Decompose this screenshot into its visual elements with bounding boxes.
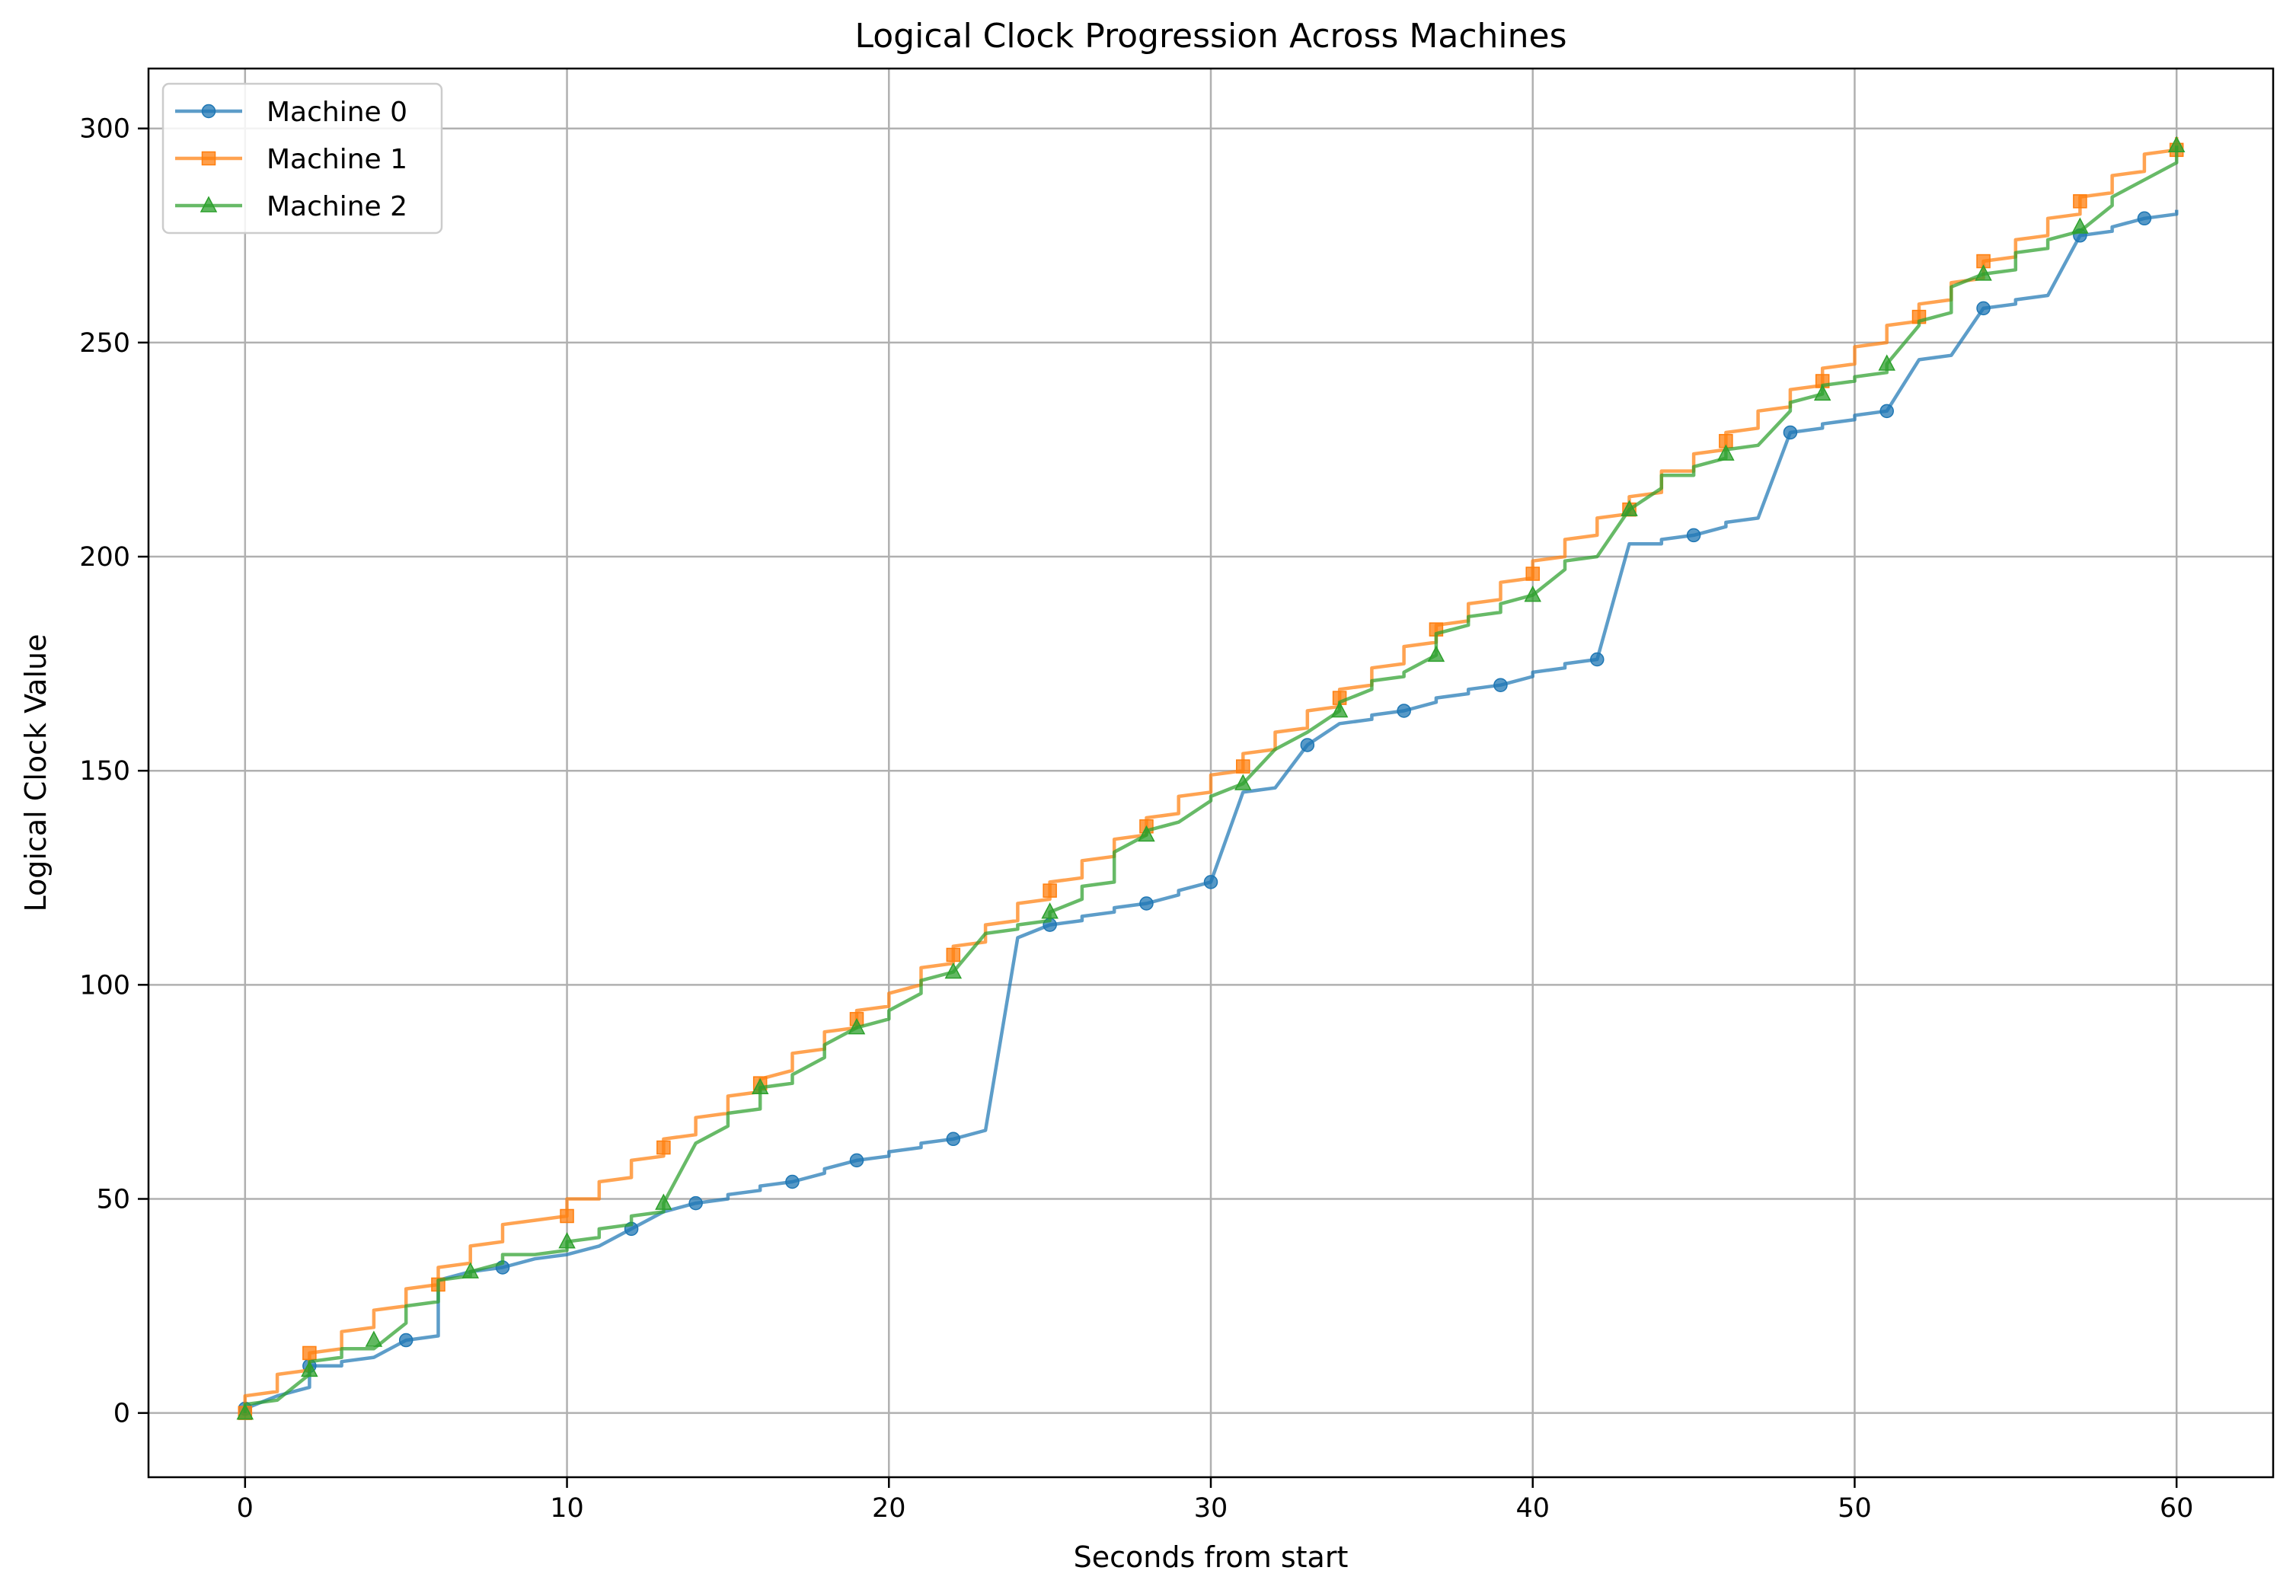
x-tick-label: 20 [872, 1493, 906, 1524]
data-point [2137, 211, 2152, 226]
legend-marker [200, 196, 218, 212]
data-point [365, 1330, 383, 1347]
data-point [849, 1153, 864, 1168]
data-point [1300, 738, 1315, 752]
data-point [301, 1360, 318, 1377]
y-tick-label: 100 [79, 970, 130, 1001]
data-point [1813, 384, 1831, 401]
legend-item: Machine 0 [175, 97, 407, 128]
y-axis-label: Logical Clock Value [19, 634, 53, 912]
data-point [1041, 902, 1059, 919]
data-point [785, 1174, 800, 1189]
data-point [1783, 425, 1798, 440]
series-line [243, 137, 2179, 1413]
data-point [1236, 759, 1250, 774]
data-point [1493, 678, 1508, 692]
data-point [558, 1232, 576, 1249]
series-line [244, 209, 2179, 1411]
x-tick-label: 0 [237, 1493, 254, 1524]
data-point [1138, 825, 1155, 842]
data-point [946, 1132, 961, 1147]
data-point [656, 1140, 671, 1155]
data-point [461, 1262, 479, 1278]
data-point [1234, 774, 1252, 790]
data-point [1330, 701, 1349, 718]
chart-title: Logical Clock Progression Across Machine… [855, 17, 1567, 56]
data-point [1427, 645, 1445, 662]
data-point [1043, 883, 1057, 898]
x-tick-label: 50 [1838, 1493, 1872, 1524]
data-point [1590, 652, 1605, 667]
grid [148, 69, 2273, 1477]
y-tick-label: 0 [113, 1399, 130, 1429]
data-point [1203, 875, 1218, 889]
data-point [1621, 500, 1638, 516]
data-point [946, 947, 961, 962]
data-point [1975, 264, 1992, 281]
legend-item: Machine 1 [175, 144, 407, 175]
data-point [302, 1345, 317, 1361]
legend-item: Machine 2 [175, 191, 407, 222]
data-point [1397, 704, 1411, 718]
data-point [848, 1017, 866, 1035]
data-point [2167, 136, 2186, 152]
data-point [944, 962, 963, 979]
data-point [1525, 567, 1540, 581]
data-point [751, 1077, 769, 1095]
legend: Machine 0 Machine 1 Machine 2 [161, 82, 443, 235]
x-tick-label: 40 [1515, 1493, 1550, 1524]
legend-marker [201, 104, 216, 119]
legend-label: Machine 2 [267, 191, 407, 222]
data-point [398, 1333, 414, 1348]
legend-marker [201, 151, 216, 166]
y-tick-label: 250 [79, 328, 130, 359]
x-tick-label: 60 [2160, 1493, 2194, 1524]
data-point [1976, 301, 1991, 316]
data-point [688, 1195, 703, 1211]
y-tick-label: 150 [79, 756, 130, 787]
x-tick-label: 10 [550, 1493, 584, 1524]
data-point [236, 1403, 254, 1420]
data-point [1524, 586, 1541, 602]
series-0 [238, 209, 2179, 1416]
x-tick-label: 30 [1194, 1493, 1228, 1524]
y-tick-label: 300 [79, 114, 130, 145]
series-layer [236, 136, 2186, 1420]
data-point [560, 1208, 574, 1224]
data-point [1139, 896, 1154, 911]
data-point [1878, 354, 1895, 371]
data-point [1686, 528, 1701, 543]
data-point [1717, 444, 1735, 461]
data-point [655, 1193, 672, 1210]
data-point [1879, 404, 1894, 419]
legend-label: Machine 0 [267, 97, 407, 128]
ticks: 0 10 20 30 40 50 60 0 50 100 150 200 250 300 [79, 114, 2193, 1524]
legend-label: Machine 1 [267, 144, 407, 175]
series-2 [236, 136, 2186, 1420]
data-point [2071, 217, 2089, 234]
y-tick-label: 200 [79, 542, 130, 573]
legend-box [161, 82, 443, 235]
y-tick-label: 50 [96, 1184, 130, 1215]
series-line [243, 145, 2179, 1413]
data-point [2073, 194, 2087, 209]
x-axis-label: Seconds from start [1074, 1540, 1349, 1574]
